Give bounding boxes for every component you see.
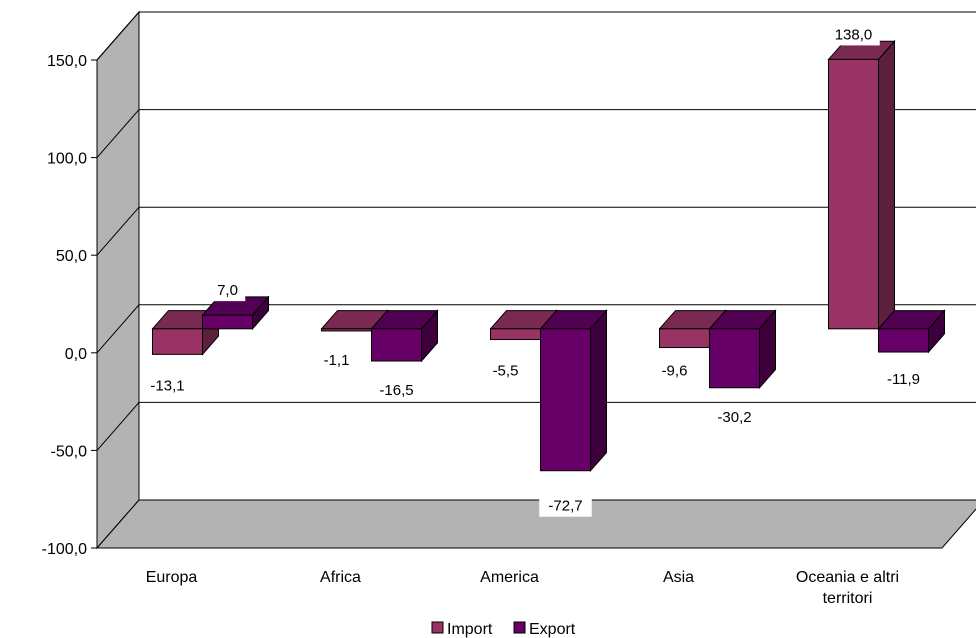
data-label: -30,2 [717, 409, 751, 426]
legend: Import Export [431, 621, 576, 638]
data-label: -13,1 [150, 377, 184, 394]
data-label-bg [370, 379, 423, 402]
y-tick-label: -50,0 [51, 443, 88, 460]
data-label: -5,5 [493, 363, 519, 380]
data-label: -11,9 [887, 371, 920, 388]
data-label-bg [483, 359, 528, 382]
data-label: 138,0 [835, 26, 873, 43]
category-label: Oceania e altri territori [796, 569, 899, 607]
bar-export-4 [877, 309, 946, 354]
category-labels: Europa Africa America Asia Oceania e altri te… [146, 569, 899, 607]
y-tick-label: 150,0 [47, 53, 87, 70]
legend-swatch-import [431, 621, 444, 634]
bars [151, 39, 946, 473]
bar-side-face [878, 39, 895, 331]
gridline [96, 109, 976, 158]
bar-front-face [371, 328, 422, 362]
data-label-bg [708, 405, 761, 428]
data-labels: -13,1 7,0 -1,1 -16,5 -5,5 -72,7 -9,6 -30,2 138,0… [141, 23, 930, 517]
legend-label-import: Import [447, 621, 493, 638]
bar-export-3 [708, 309, 777, 390]
data-label: 7,0 [217, 282, 238, 299]
legend-swatch-export [513, 621, 526, 634]
data-label-bg [827, 23, 880, 46]
bar-front-face [321, 328, 372, 332]
data-label-bg [141, 374, 194, 397]
gridline [96, 206, 976, 256]
category-label: Asia [663, 569, 694, 586]
bar-import-4 [827, 39, 896, 331]
data-label-bg [314, 348, 359, 371]
gridlines [96, 11, 976, 451]
gridline [96, 401, 976, 451]
floor [95, 499, 976, 549]
category-label: America [480, 569, 539, 586]
bar-front-face [540, 328, 591, 472]
data-label-bg [539, 494, 592, 517]
y-tick-label: -100,0 [42, 541, 87, 558]
side-wall [96, 10, 140, 550]
bar-export-0 [201, 295, 270, 331]
data-label: -72,7 [548, 498, 582, 515]
y-tick-label: 50,0 [56, 248, 87, 265]
bar-export-1 [370, 309, 439, 363]
bar-front-face [828, 58, 879, 330]
y-axis-ticks: 150,0 100,0 50,0 0,0 -50,0 -100,0 [42, 53, 98, 558]
bar-front-face [490, 328, 541, 341]
legend-label-export: Export [529, 621, 576, 638]
bar-side-face [590, 309, 607, 473]
data-label-bg [652, 359, 697, 382]
bar-front-face [709, 328, 760, 389]
bar-export-2 [539, 309, 608, 473]
y-tick-label: 0,0 [65, 346, 87, 363]
bar-front-face [202, 314, 253, 330]
data-label-bg [209, 279, 246, 302]
bar-front-face [659, 328, 710, 349]
y-tick-label: 100,0 [47, 151, 87, 168]
data-label-bg [877, 368, 930, 391]
gridline [96, 11, 976, 61]
data-label: -1,1 [324, 352, 350, 369]
category-label: Africa [320, 569, 361, 586]
bar-front-face [152, 328, 203, 355]
data-label: -9,6 [662, 363, 688, 380]
data-label: -16,5 [379, 382, 413, 399]
bar-front-face [878, 328, 929, 353]
category-label: Europa [146, 569, 198, 586]
gridline [96, 304, 976, 354]
